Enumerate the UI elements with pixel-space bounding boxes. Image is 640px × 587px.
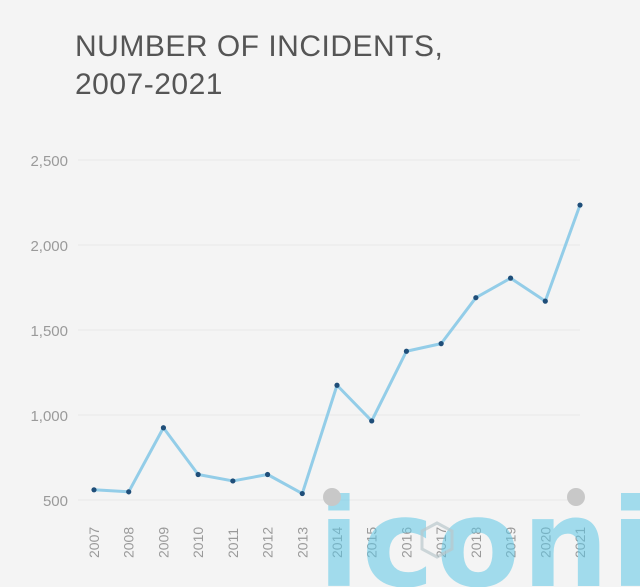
data-point (230, 478, 236, 484)
y-tick-label: 500 (43, 493, 68, 510)
data-point (403, 348, 410, 354)
watermark-dot-right (567, 488, 585, 506)
data-point (91, 487, 97, 493)
data-point (160, 425, 167, 431)
x-tick-label: 2017 (433, 527, 449, 558)
data-point (264, 471, 271, 478)
y-tick-label: 1,000 (30, 408, 68, 425)
chart-title: NUMBER OF INCIDENTS, 2007-2021 (75, 30, 444, 101)
series-incidents (91, 202, 583, 497)
data-point (126, 489, 132, 495)
y-tick-label: 2,000 (30, 238, 68, 255)
x-tick-label: 2021 (572, 527, 588, 558)
y-tick-label: 1,500 (30, 323, 68, 340)
watermark-dot-left (323, 488, 341, 506)
x-tick-label: 2013 (294, 527, 310, 558)
x-tick-label: 2010 (190, 527, 206, 558)
data-point (577, 202, 583, 208)
data-point (542, 298, 548, 304)
x-tick-label: 2007 (86, 527, 102, 558)
x-tick-label: 2012 (260, 527, 276, 558)
iconic-watermark-logo: iconic (318, 473, 640, 587)
data-point (369, 418, 375, 424)
x-tick-label: 2018 (468, 527, 484, 558)
y-axis-ticks: 500 1,000 1,500 2,000 2,500 (30, 153, 68, 510)
x-tick-label: 2016 (398, 527, 414, 558)
x-tick-label: 2008 (121, 527, 137, 558)
x-tick-label: 2019 (503, 527, 519, 558)
data-point (299, 490, 305, 497)
x-tick-label: 2015 (364, 527, 380, 558)
x-tick-label: 2009 (155, 527, 171, 558)
series-line (92, 203, 582, 496)
x-tick-label: 2020 (537, 527, 553, 558)
x-tick-label: 2014 (329, 527, 345, 558)
data-point (438, 341, 444, 347)
y-tick-label: 2,500 (30, 153, 68, 170)
x-axis-ticks: 2007 2008 2009 2010 2011 2012 2013 2014 2015 2016… (86, 527, 588, 558)
watermark-hexagon-icon (420, 521, 454, 559)
data-point (473, 295, 479, 301)
data-point (334, 382, 340, 388)
x-tick-label: 2011 (225, 528, 241, 558)
data-point (507, 275, 514, 281)
data-point (195, 471, 201, 478)
watermark-logo-text: iconic (318, 473, 640, 587)
